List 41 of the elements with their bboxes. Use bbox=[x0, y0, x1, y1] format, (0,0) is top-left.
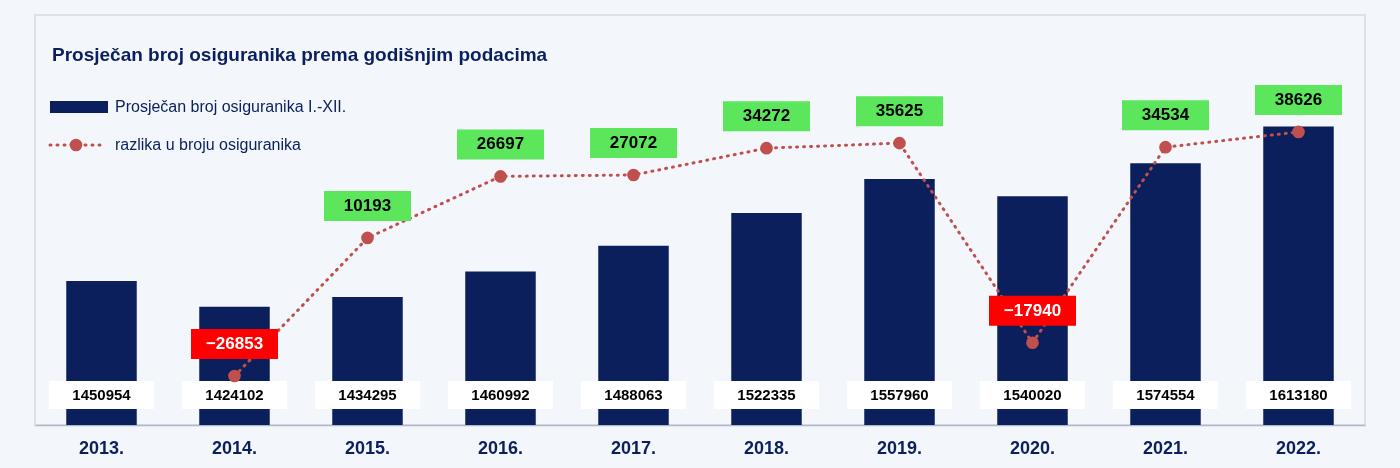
x-tick-label: 2021. bbox=[1142, 437, 1189, 458]
x-tick-label: 2016. bbox=[477, 437, 524, 458]
x-tick-label: 2019. bbox=[876, 437, 923, 458]
data-label: 1460992 bbox=[471, 386, 530, 403]
point bbox=[1159, 140, 1172, 154]
legend-label: Prosječan broj osiguranika I.-XII. bbox=[115, 98, 347, 115]
point bbox=[760, 141, 773, 155]
data-label: 1522335 bbox=[737, 386, 796, 403]
data-label: 38626 bbox=[1274, 89, 1323, 109]
point bbox=[1292, 125, 1305, 139]
point bbox=[627, 168, 640, 182]
point bbox=[494, 170, 507, 183]
data-label: 10193 bbox=[343, 195, 392, 215]
data-label: 1424102 bbox=[205, 386, 264, 403]
data-label: 35625 bbox=[875, 101, 924, 121]
data-label: 1557960 bbox=[870, 386, 929, 403]
x-tick-label: 2020. bbox=[1009, 437, 1056, 458]
point bbox=[361, 231, 374, 245]
data-label: 34534 bbox=[1141, 105, 1190, 125]
x-tick-label: 2014. bbox=[211, 437, 258, 458]
point bbox=[1026, 336, 1039, 350]
data-label: 1434295 bbox=[338, 386, 397, 403]
data-label: 1613180 bbox=[1269, 386, 1328, 403]
data-label: 1488063 bbox=[604, 386, 663, 403]
point bbox=[893, 136, 906, 150]
point bbox=[228, 369, 241, 383]
data-label: −26853 bbox=[205, 334, 264, 353]
data-label: 27072 bbox=[609, 133, 658, 152]
x-tick-label: 2013. bbox=[78, 437, 125, 458]
data-label: 1574554 bbox=[1136, 386, 1196, 403]
x-tick-label: 2015. bbox=[344, 437, 391, 458]
data-label: 34272 bbox=[742, 106, 791, 126]
data-label: −17940 bbox=[1003, 300, 1062, 320]
legend-label: razlika u broju osiguranika bbox=[115, 136, 301, 153]
x-tick-label: 2022. bbox=[1275, 437, 1322, 458]
data-label: 26697 bbox=[476, 134, 525, 154]
x-tick-label: 2018. bbox=[743, 437, 790, 458]
data-label: 1540020 bbox=[1003, 386, 1062, 403]
text: Prosječan broj osiguranika prema godišnjim podacima bbox=[52, 44, 548, 65]
data-label: 1450954 bbox=[72, 386, 132, 403]
x-tick-label: 2017. bbox=[610, 437, 657, 458]
